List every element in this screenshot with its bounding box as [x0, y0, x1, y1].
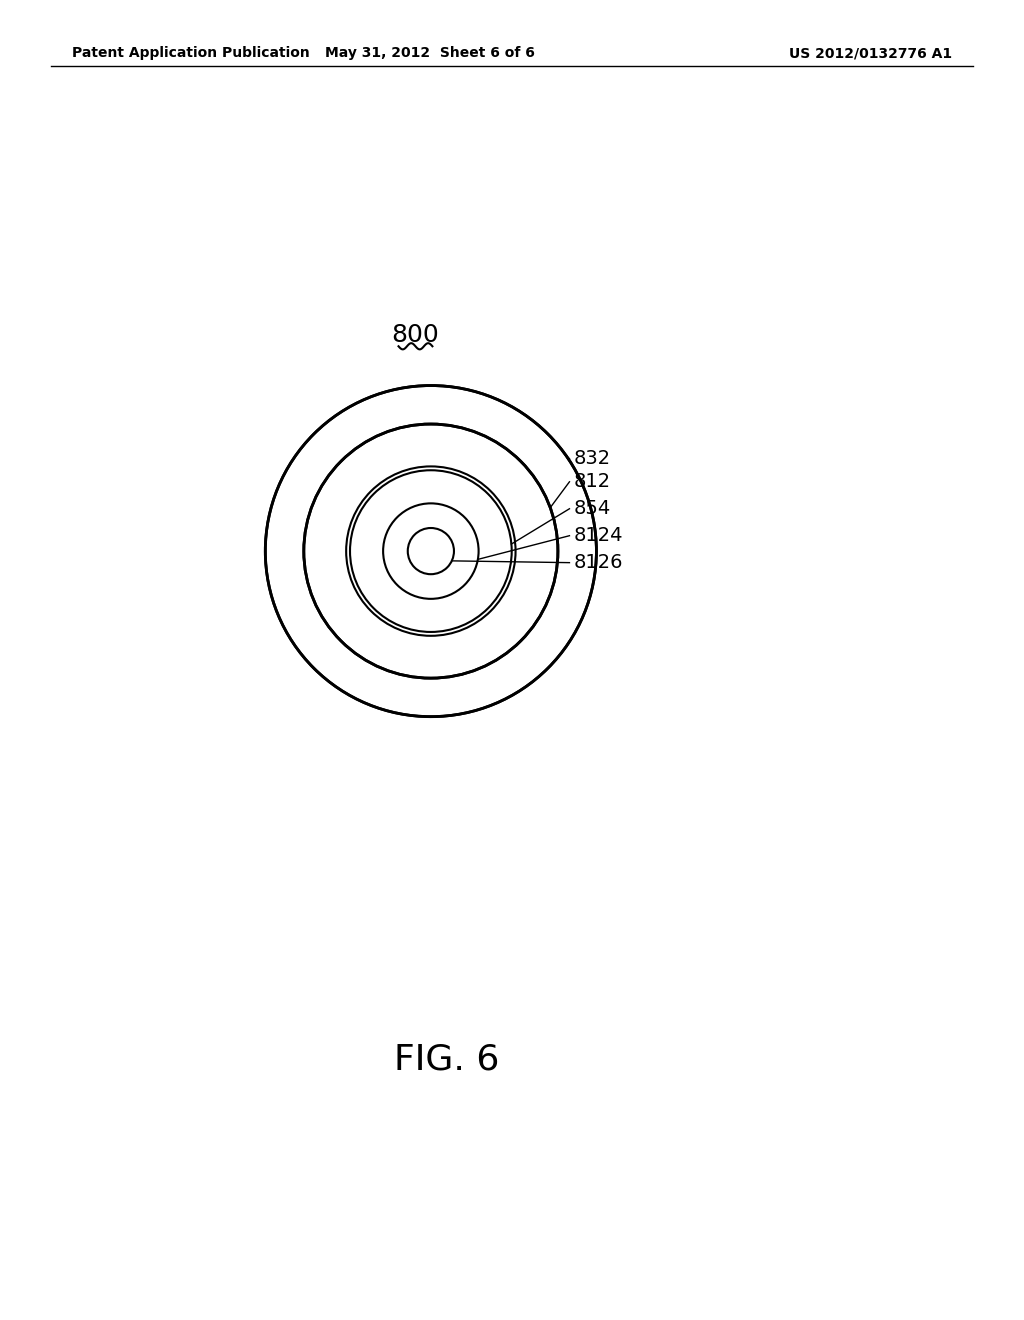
Text: May 31, 2012  Sheet 6 of 6: May 31, 2012 Sheet 6 of 6 — [326, 46, 535, 61]
Text: Patent Application Publication: Patent Application Publication — [72, 46, 309, 61]
Text: 812: 812 — [573, 473, 610, 491]
Text: FIG. 6: FIG. 6 — [393, 1043, 499, 1076]
Text: 854: 854 — [573, 499, 610, 519]
Circle shape — [383, 503, 478, 599]
Text: 800: 800 — [391, 323, 439, 347]
Text: 8126: 8126 — [573, 553, 623, 572]
Circle shape — [346, 466, 515, 636]
Circle shape — [265, 385, 596, 717]
Text: 8124: 8124 — [573, 527, 623, 545]
Text: 832: 832 — [573, 449, 610, 469]
Text: US 2012/0132776 A1: US 2012/0132776 A1 — [790, 46, 952, 61]
Circle shape — [304, 424, 558, 678]
